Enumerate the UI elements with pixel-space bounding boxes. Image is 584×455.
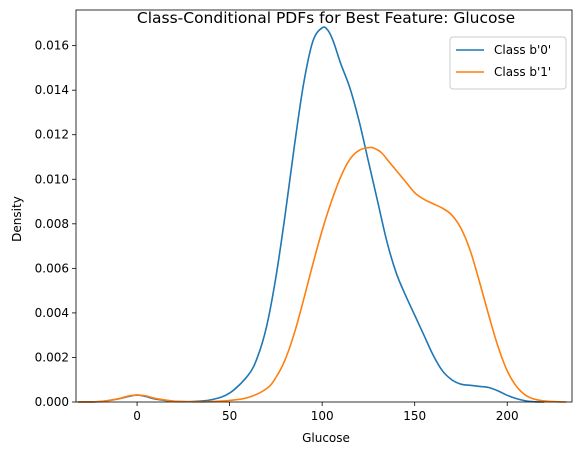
legend: Class b'0' Class b'1': [449, 36, 567, 90]
plot-frame: [75, 9, 573, 403]
y-tick-label: 0.006: [35, 261, 69, 275]
x-tick-label: 150: [403, 409, 426, 423]
legend-label-1: Class b'1': [494, 65, 551, 79]
y-axis: 0.000 0.002 0.004 0.006 0.008 0.010 0.012 0.014…: [35, 39, 76, 409]
y-tick-label: 0.016: [35, 39, 69, 53]
chart-title: Class-Conditional PDFs for Best Feature:…: [137, 9, 515, 27]
y-tick-label: 0.012: [35, 128, 69, 142]
y-tick-label: 0.004: [35, 306, 69, 320]
y-tick-label: 0.002: [35, 350, 69, 364]
legend-label-0: Class b'0': [494, 43, 551, 57]
x-tick-label: 200: [496, 409, 519, 423]
y-tick-label: 0.000: [35, 395, 69, 409]
y-tick-label: 0.014: [35, 83, 69, 97]
x-axis-label: Glucose: [302, 431, 350, 445]
x-tick-label: 100: [311, 409, 334, 423]
y-tick-label: 0.008: [35, 217, 69, 231]
y-axis-label: Density: [10, 196, 24, 242]
y-tick-label: 0.010: [35, 172, 69, 186]
x-tick-label: 50: [222, 409, 237, 423]
x-tick-label: 0: [133, 409, 141, 423]
x-axis: 0 50 100 150 200: [133, 402, 519, 423]
series-line-1: [77, 146, 567, 403]
